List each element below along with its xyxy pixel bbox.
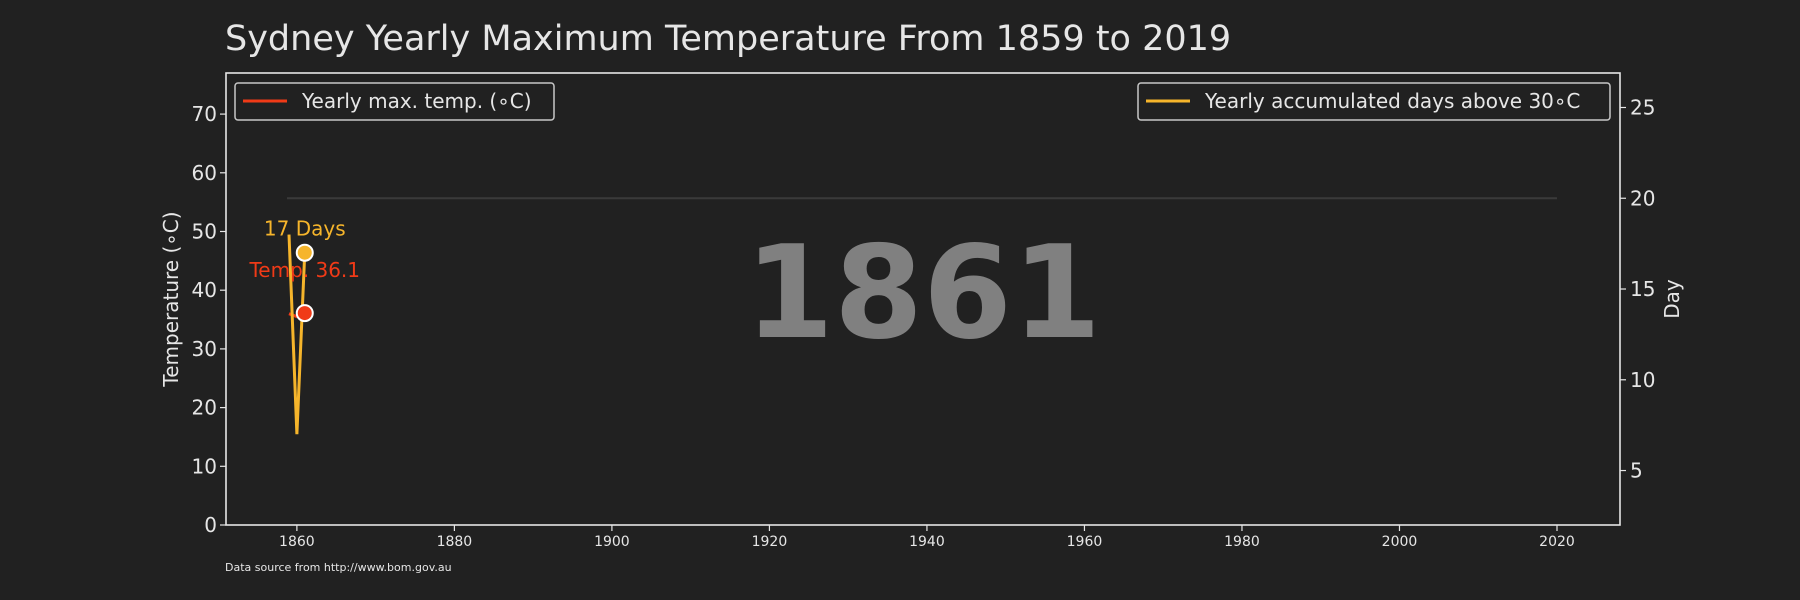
y-left-tick-label: 10: [192, 454, 217, 478]
x-tick-label: 2020: [1539, 534, 1575, 550]
temp-annotation: Temp. 36.1: [248, 258, 360, 282]
y-left-tick-label: 50: [192, 219, 217, 243]
x-tick-label: 1860: [279, 534, 315, 550]
y-left-tick-label: 40: [192, 278, 217, 302]
legend-left-label: Yearly max. temp. (∘C): [301, 89, 532, 113]
temp-current-point: [295, 304, 314, 323]
chart-title: Sydney Yearly Maximum Temperature From 1…: [225, 19, 1231, 59]
x-tick-label: 1960: [1067, 534, 1103, 550]
y-left-axis-label: Temperature (∘C): [159, 211, 183, 387]
x-tick-label: 1920: [752, 534, 788, 550]
x-tick-label: 2000: [1382, 534, 1418, 550]
x-tick-label: 1940: [909, 534, 945, 550]
y-left-tick-label: 20: [192, 396, 217, 420]
source-note: Data source from http://www.bom.gov.au: [225, 561, 452, 574]
y-right-tick-label: 15: [1630, 277, 1655, 301]
x-tick-label: 1880: [437, 534, 473, 550]
x-tick-label: 1900: [594, 534, 630, 550]
x-tick-label: 1980: [1224, 534, 1260, 550]
days-current-point: [295, 243, 314, 262]
plot-frame: [225, 72, 1621, 526]
legend-right-label: Yearly accumulated days above 30∘C: [1204, 89, 1580, 113]
y-left-tick-label: 60: [192, 161, 217, 185]
y-left-tick-label: 0: [204, 513, 217, 537]
days-annotation: 17 Days: [264, 217, 346, 241]
y-right-tick-label: 10: [1630, 368, 1655, 392]
legend-left: [234, 82, 555, 121]
y-right-tick-label: 25: [1630, 95, 1655, 119]
y-right-tick-label: 5: [1630, 459, 1643, 483]
y-right-axis-label: Day: [1660, 279, 1684, 319]
legend-right: [1137, 82, 1611, 121]
y-left-tick-label: 30: [192, 337, 217, 361]
y-left-tick-label: 70: [192, 102, 217, 126]
year-watermark: 1861: [745, 219, 1101, 368]
y-right-tick-label: 20: [1630, 186, 1655, 210]
